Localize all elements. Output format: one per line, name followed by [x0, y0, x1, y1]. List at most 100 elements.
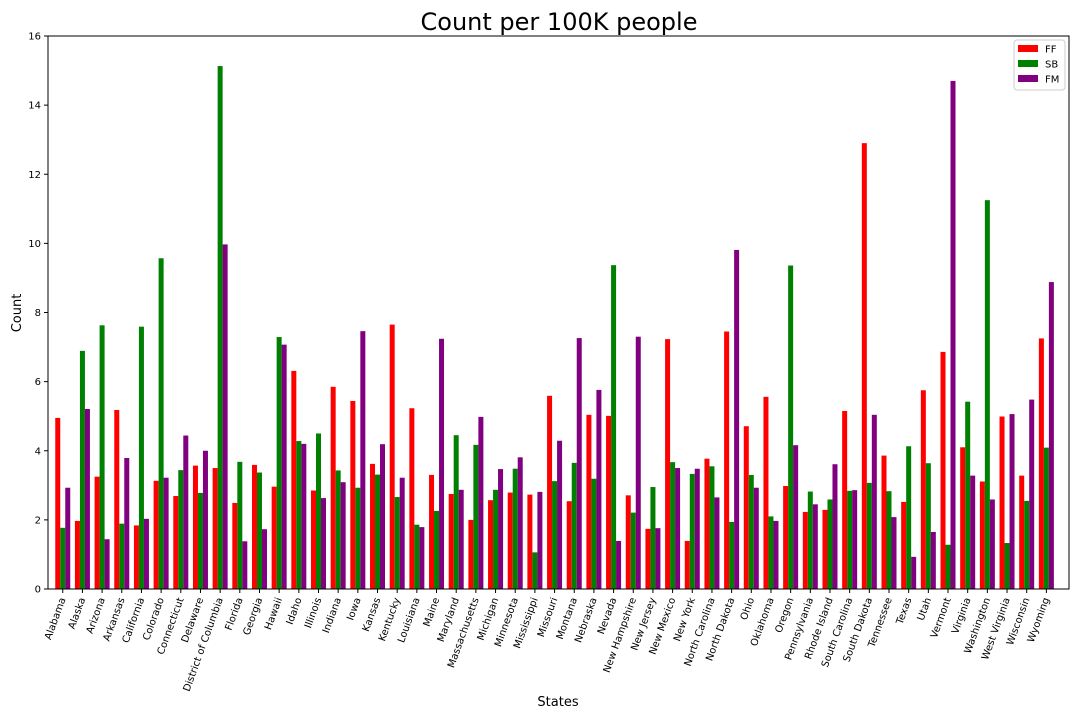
- bar-ff: [173, 496, 179, 589]
- bar-ff: [625, 495, 631, 589]
- bar-fm: [970, 475, 976, 589]
- bar-ff: [802, 511, 808, 589]
- bar-ff: [920, 390, 926, 589]
- x-axis-title: States: [537, 695, 578, 710]
- bar-sb: [630, 512, 636, 589]
- bar-sb: [984, 200, 990, 590]
- bar-ff: [370, 463, 376, 589]
- y-axis: 0 2 4 6 8 10 12 14 16: [28, 32, 48, 596]
- bar-sb: [965, 401, 971, 589]
- chart-title: Count per 100K people: [421, 8, 698, 36]
- x-tick-label: Texas: [894, 596, 914, 627]
- y-tick-label: 10: [28, 239, 41, 250]
- bar-fm: [163, 477, 169, 589]
- bar-fm: [261, 529, 267, 589]
- bar-ff: [586, 414, 592, 589]
- bar-sb: [670, 462, 676, 589]
- bar-ff: [389, 324, 395, 589]
- bar-sb: [99, 325, 105, 589]
- x-axis: AlabamaAlaskaArizonaArkansasCaliforniaCo…: [43, 589, 1052, 693]
- bar-fm: [616, 540, 622, 589]
- bar-fm: [222, 244, 228, 589]
- x-tick-label: Alaska: [67, 596, 89, 630]
- legend-swatch-fm: [1018, 75, 1038, 82]
- bar-sb: [493, 489, 499, 589]
- bar-fm: [321, 498, 326, 589]
- bar-ff: [330, 386, 336, 589]
- bar-fm: [675, 468, 681, 589]
- bar-fm: [734, 249, 740, 589]
- bar-sb: [256, 472, 262, 589]
- bar-fm: [714, 497, 720, 589]
- bar-fm: [65, 487, 71, 589]
- bar-fm: [852, 490, 858, 589]
- bar-sb: [197, 492, 203, 589]
- bar-fm: [753, 487, 759, 589]
- bar-fm: [694, 468, 700, 589]
- legend-label-fm: FM: [1045, 75, 1059, 86]
- bar-fm: [911, 556, 917, 589]
- bar-sb: [335, 470, 341, 589]
- legend-label-ff: FF: [1045, 45, 1057, 56]
- bar-ff: [606, 415, 612, 589]
- bar-fm: [202, 450, 208, 589]
- bars-layer: [55, 66, 1054, 590]
- bar-sb: [1043, 447, 1049, 589]
- y-tick-label: 12: [28, 170, 41, 181]
- bar-sb: [689, 473, 695, 589]
- bar-sb: [1004, 543, 1010, 589]
- bar-ff: [665, 339, 671, 589]
- bar-fm: [498, 469, 504, 589]
- bar-sb: [827, 499, 833, 589]
- bar-sb: [1024, 500, 1030, 589]
- bar-fm: [1009, 414, 1015, 589]
- x-tick-label: Indiana: [321, 596, 344, 635]
- bar-sb: [316, 433, 321, 589]
- bar-sb: [355, 487, 361, 589]
- bar-fm: [930, 531, 936, 589]
- bar-sb: [79, 350, 85, 589]
- bar-sb: [748, 474, 754, 589]
- bar-sb: [552, 481, 558, 589]
- y-tick-label: 4: [35, 446, 41, 457]
- bar-sb: [571, 462, 577, 589]
- bar-sb: [276, 337, 282, 589]
- bar-sb: [945, 544, 951, 589]
- bar-sb: [906, 446, 912, 589]
- x-tick-label: Ohio: [739, 596, 757, 621]
- x-tick-label: Idaho: [285, 596, 305, 626]
- bar-sb: [375, 474, 381, 589]
- bar-sb: [138, 326, 144, 589]
- bar-ff: [55, 417, 61, 589]
- x-tick-label: Kansas: [361, 596, 383, 633]
- bar-sb: [886, 491, 892, 589]
- bar-ff: [842, 411, 848, 589]
- bar-ff: [251, 464, 257, 589]
- bar-sb: [729, 521, 735, 589]
- y-tick-label: 0: [35, 585, 41, 596]
- bar-ff: [311, 490, 316, 589]
- bar-ff: [783, 486, 789, 589]
- bar-fm: [84, 408, 90, 589]
- bar-fm: [557, 440, 563, 589]
- bar-ff: [507, 492, 513, 589]
- y-tick-label: 8: [35, 308, 41, 319]
- plot-frame: [47, 35, 1070, 590]
- bar-fm: [340, 482, 346, 589]
- bar-ff: [350, 400, 356, 589]
- bar-ff: [133, 525, 139, 589]
- bar-ff: [527, 494, 533, 589]
- legend-swatch-ff: [1018, 45, 1038, 52]
- bar-fm: [871, 414, 877, 589]
- bar-sb: [217, 66, 223, 589]
- bar-sb: [650, 487, 656, 589]
- bar-sb: [119, 523, 125, 589]
- bar-ff: [232, 502, 238, 589]
- bar-ff: [940, 351, 946, 589]
- bar-ff: [429, 474, 435, 589]
- x-tick-label: Illinois: [303, 596, 324, 630]
- x-tick-label: Florida: [224, 596, 246, 632]
- y-tick-label: 14: [28, 101, 41, 112]
